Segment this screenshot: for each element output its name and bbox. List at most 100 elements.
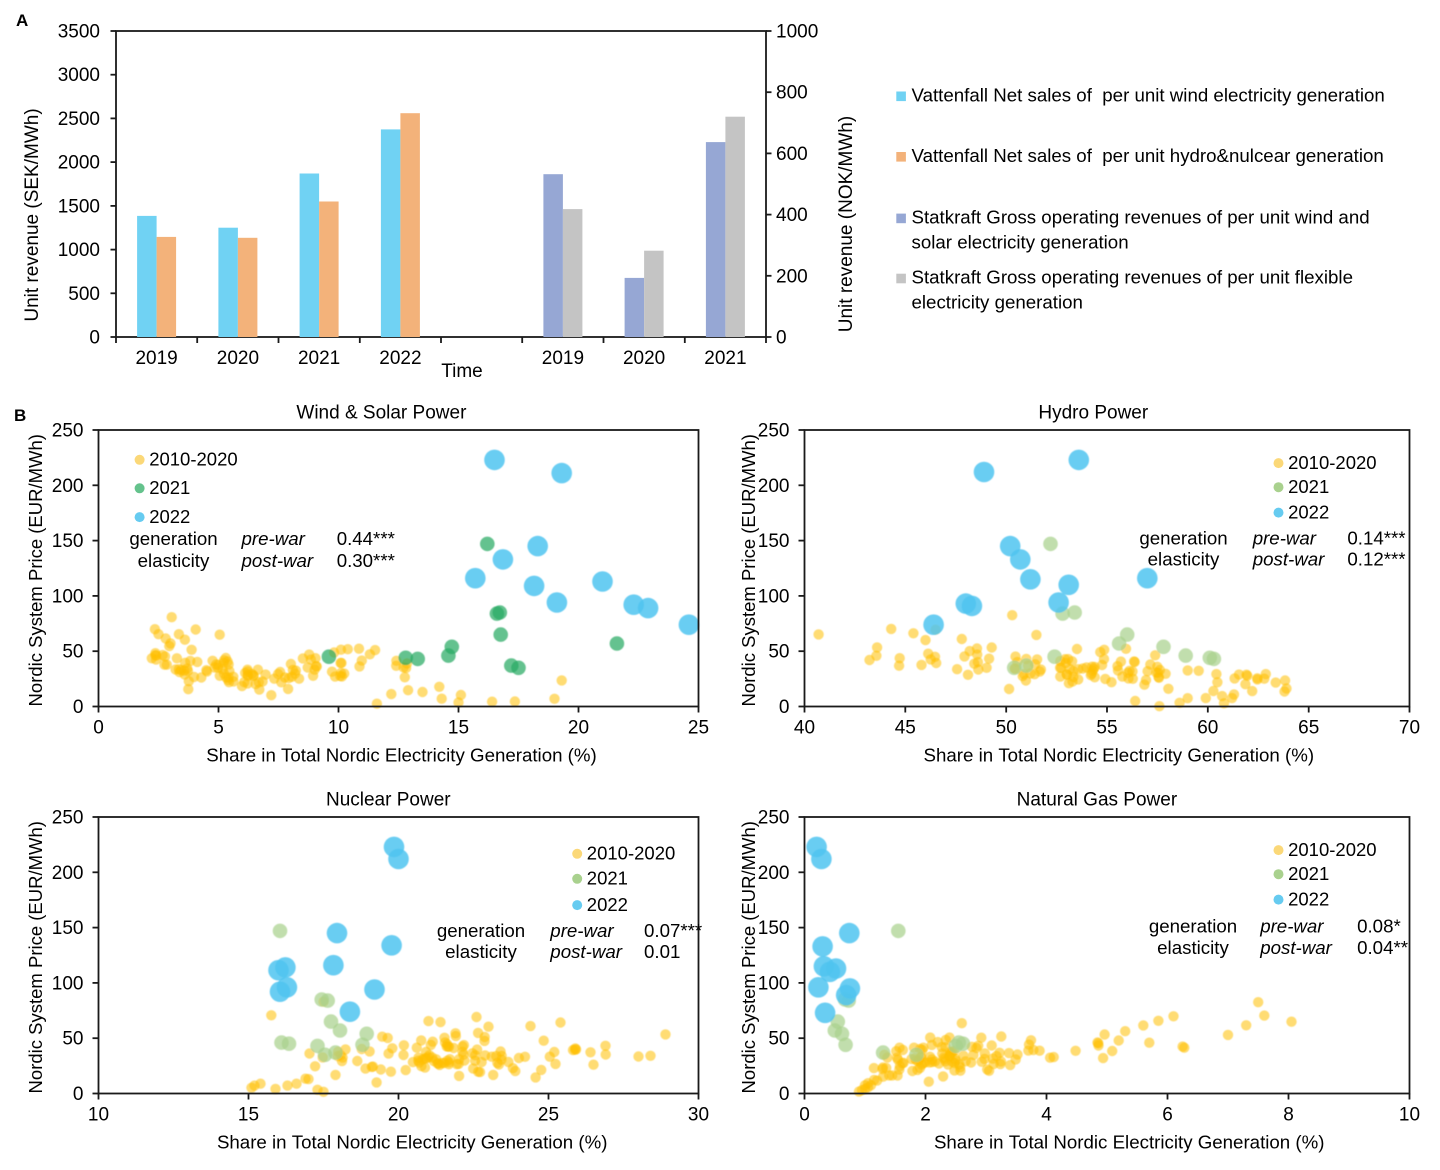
svg-text:Share in Total Nordic Electric: Share in Total Nordic Electricity Genera…: [924, 745, 1315, 766]
svg-text:elasticity: elasticity: [445, 941, 517, 962]
svg-text:pre-war: pre-war: [1252, 527, 1317, 548]
svg-text:20: 20: [388, 1105, 409, 1126]
svg-text:0.04**: 0.04**: [1357, 937, 1408, 958]
svg-text:2010-2020: 2010-2020: [587, 843, 675, 864]
svg-text:generation: generation: [1139, 527, 1227, 548]
svg-text:Hydro Power: Hydro Power: [1038, 403, 1148, 424]
svg-text:50: 50: [62, 1029, 83, 1050]
svg-text:post-war: post-war: [1252, 549, 1325, 570]
svg-text:15: 15: [238, 1105, 259, 1126]
svg-text:2020: 2020: [623, 348, 665, 369]
svg-text:2022: 2022: [1288, 889, 1329, 910]
svg-text:2020: 2020: [217, 348, 259, 369]
svg-text:2021: 2021: [1288, 863, 1329, 884]
svg-text:1500: 1500: [58, 196, 100, 217]
svg-text:150: 150: [52, 531, 84, 552]
svg-text:Nordic System Price (EUR/MWh): Nordic System Price (EUR/MWh): [25, 821, 46, 1093]
svg-text:150: 150: [758, 918, 790, 939]
svg-text:0: 0: [779, 1084, 790, 1105]
svg-text:2022: 2022: [149, 506, 190, 527]
svg-text:50: 50: [768, 642, 789, 663]
svg-text:40: 40: [794, 718, 815, 739]
svg-text:elasticity: elasticity: [1148, 549, 1220, 570]
svg-text:pre-war: pre-war: [549, 920, 614, 941]
svg-text:70: 70: [1399, 718, 1420, 739]
svg-text:0.12***: 0.12***: [1347, 549, 1405, 570]
svg-text:250: 250: [758, 421, 790, 442]
svg-text:30: 30: [688, 1105, 709, 1126]
svg-text:5: 5: [213, 718, 224, 739]
svg-text:Share in Total Nordic Electric: Share in Total Nordic Electricity Genera…: [206, 745, 597, 766]
svg-text:0: 0: [779, 697, 790, 718]
svg-text:2: 2: [920, 1105, 931, 1126]
svg-text:100: 100: [52, 973, 84, 994]
svg-text:generation: generation: [1149, 915, 1237, 936]
svg-text:post-war: post-war: [241, 550, 314, 571]
svg-text:pre-war: pre-war: [1259, 915, 1324, 936]
svg-text:generation: generation: [437, 920, 525, 941]
svg-text:Nordic System Price (EUR/MWh): Nordic System Price (EUR/MWh): [738, 821, 759, 1093]
svg-text:electricity generation: electricity generation: [912, 292, 1083, 313]
svg-text:2019: 2019: [135, 348, 177, 369]
svg-text:Unit revenue (SEK/MWh): Unit revenue (SEK/MWh): [22, 108, 43, 321]
svg-text:800: 800: [776, 83, 808, 104]
svg-text:pre-war: pre-war: [241, 528, 306, 549]
svg-text:200: 200: [776, 266, 808, 287]
svg-text:Share in Total Nordic Electric: Share in Total Nordic Electricity Genera…: [217, 1132, 608, 1153]
svg-text:3500: 3500: [58, 22, 100, 43]
svg-text:0.14***: 0.14***: [1347, 527, 1405, 548]
svg-text:elasticity: elasticity: [1157, 937, 1229, 958]
svg-text:250: 250: [758, 808, 790, 829]
svg-text:15: 15: [448, 718, 469, 739]
svg-text:0: 0: [776, 328, 787, 349]
svg-text:8: 8: [1283, 1105, 1294, 1126]
svg-text:Statkraft Gross operating reve: Statkraft Gross operating revenues of pe…: [912, 207, 1370, 228]
svg-text:200: 200: [52, 863, 84, 884]
svg-text:600: 600: [776, 144, 808, 165]
svg-text:post-war: post-war: [1259, 937, 1332, 958]
svg-text:60: 60: [1197, 718, 1218, 739]
svg-text:Wind & Solar Power: Wind & Solar Power: [296, 403, 467, 424]
svg-text:Statkraft Gross operating reve: Statkraft Gross operating revenues of pe…: [912, 267, 1353, 288]
svg-text:200: 200: [52, 476, 84, 497]
svg-text:post-war: post-war: [549, 941, 622, 962]
svg-text:0.01: 0.01: [644, 941, 680, 962]
svg-text:250: 250: [52, 421, 84, 442]
svg-text:solar electricity generation: solar electricity generation: [912, 232, 1129, 253]
svg-text:4: 4: [1041, 1105, 1052, 1126]
svg-text:2022: 2022: [379, 348, 421, 369]
svg-text:6: 6: [1162, 1105, 1173, 1126]
svg-text:Time: Time: [441, 361, 483, 382]
svg-text:0: 0: [93, 718, 104, 739]
svg-text:2021: 2021: [587, 868, 628, 889]
svg-text:Vattenfall Net sales of per u: Vattenfall Net sales of per unit hydro&n…: [912, 145, 1384, 166]
svg-text:50: 50: [768, 1029, 789, 1050]
svg-text:10: 10: [88, 1105, 109, 1126]
svg-text:200: 200: [758, 476, 790, 497]
svg-text:2019: 2019: [542, 348, 584, 369]
svg-text:0.07***: 0.07***: [644, 920, 702, 941]
svg-text:50: 50: [62, 642, 83, 663]
svg-text:250: 250: [52, 808, 84, 829]
svg-text:0.44***: 0.44***: [337, 528, 395, 549]
svg-text:400: 400: [776, 205, 808, 226]
svg-text:2022: 2022: [587, 894, 628, 915]
svg-text:0: 0: [73, 697, 84, 718]
svg-text:10: 10: [328, 718, 349, 739]
svg-text:500: 500: [68, 284, 100, 305]
svg-text:1000: 1000: [58, 240, 100, 261]
svg-text:2010-2020: 2010-2020: [1288, 452, 1376, 473]
svg-text:2010-2020: 2010-2020: [149, 449, 237, 470]
svg-text:generation: generation: [129, 528, 217, 549]
svg-text:100: 100: [758, 586, 790, 607]
svg-text:50: 50: [996, 718, 1017, 739]
svg-text:Unit revenue (NOK/MWh): Unit revenue (NOK/MWh): [836, 116, 857, 332]
svg-text:25: 25: [688, 718, 709, 739]
svg-text:2021: 2021: [149, 477, 190, 498]
svg-text:10: 10: [1399, 1105, 1420, 1126]
svg-text:55: 55: [1096, 718, 1117, 739]
svg-text:Vattenfall Net sales of per u: Vattenfall Net sales of per unit wind el…: [912, 85, 1385, 106]
svg-text:20: 20: [568, 718, 589, 739]
svg-text:0: 0: [73, 1084, 84, 1105]
svg-text:25: 25: [538, 1105, 559, 1126]
